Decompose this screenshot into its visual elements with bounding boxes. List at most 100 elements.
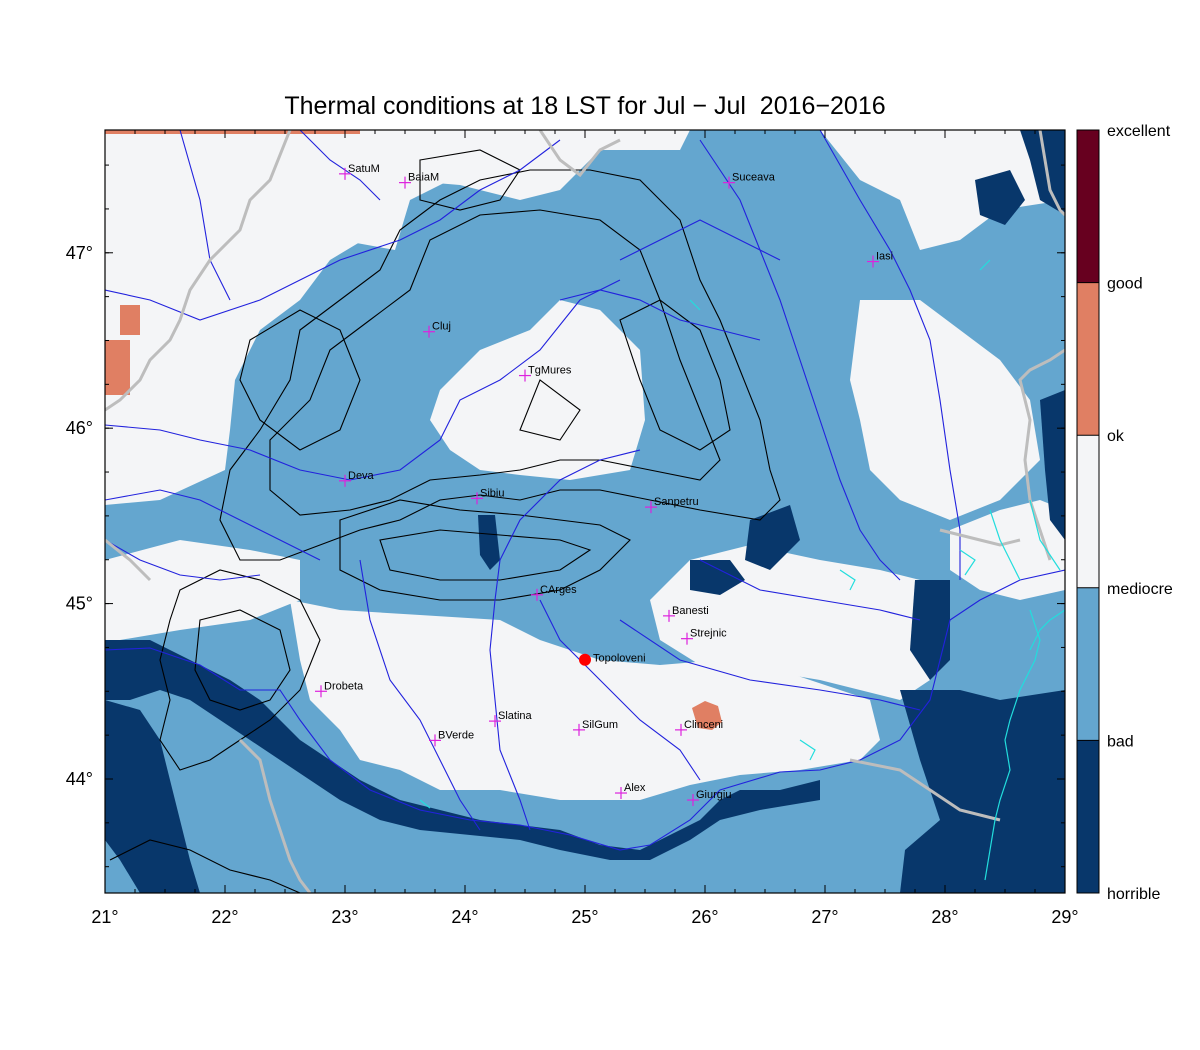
station-cluj: Cluj bbox=[423, 321, 451, 338]
station-label: SatuM bbox=[348, 163, 380, 175]
highlight-station: Topoloveni bbox=[579, 653, 646, 666]
station-label: Drobeta bbox=[324, 680, 364, 692]
station-label: Alex bbox=[624, 782, 646, 794]
legend: excellent good ok mediocre bad horrible bbox=[1076, 123, 1173, 903]
contour-east-carpathian bbox=[619, 299, 731, 451]
coast-black-sea bbox=[1029, 609, 1065, 651]
station-drobeta: Drobeta bbox=[315, 680, 364, 698]
lat-tick-label: 44° bbox=[66, 769, 93, 789]
border-northeast bbox=[1038, 130, 1065, 217]
lon-tick-label: 27° bbox=[811, 907, 838, 927]
coast-lake-4 bbox=[689, 299, 701, 311]
station-label: Strejnic bbox=[690, 628, 727, 640]
legend-bin-ok bbox=[1077, 435, 1099, 588]
lon-tick-label: 28° bbox=[931, 907, 958, 927]
contour-center-ridge bbox=[519, 379, 581, 441]
station-carges: CArges bbox=[531, 584, 577, 601]
station-suceava: Suceava bbox=[723, 172, 776, 189]
station-deva: Deva bbox=[339, 470, 375, 487]
ok-zone-west-2 bbox=[120, 305, 140, 335]
lat-tick-label: 47° bbox=[66, 243, 93, 263]
mediocre-zone-northwest-upper bbox=[105, 130, 480, 480]
legend-bin-excellent bbox=[1077, 130, 1099, 283]
station-strejnic: Strejnic bbox=[681, 628, 727, 645]
legend-bin-bad bbox=[1077, 740, 1099, 893]
border-bulgaria-east bbox=[849, 758, 1001, 822]
river-buzau bbox=[699, 559, 921, 621]
river-ialomita bbox=[619, 619, 921, 711]
station-slatina: Slatina bbox=[489, 710, 533, 728]
coast-lake-6 bbox=[419, 799, 431, 809]
lat-tick-label: 45° bbox=[66, 594, 93, 614]
station-label: Cluj bbox=[432, 321, 451, 333]
mediocre-zone-moldavia-mid bbox=[850, 300, 1040, 520]
river-crisul bbox=[105, 489, 321, 561]
map-title: Thermal conditions at 18 LST for Jul − J… bbox=[284, 92, 886, 120]
river-moldova bbox=[619, 219, 781, 261]
station-label: Deva bbox=[348, 470, 375, 482]
border-west bbox=[105, 130, 292, 412]
border-serbia bbox=[238, 738, 312, 893]
horrible-zone-carpathian-3 bbox=[745, 505, 800, 570]
legend-label: good bbox=[1107, 276, 1143, 293]
ok-zone-clinceni bbox=[692, 701, 722, 730]
station-label: CArges bbox=[540, 584, 577, 596]
station-label: Sanpetru bbox=[654, 496, 699, 508]
longitude-labels: 21° 22° 23° 24° 25° 26° 27° 28° 29° bbox=[91, 907, 1078, 927]
station-silgum: SilGum bbox=[573, 719, 618, 736]
contour-carpathian-outer bbox=[219, 169, 781, 561]
horrible-zone-north-border bbox=[1020, 130, 1065, 215]
river-prut bbox=[819, 130, 961, 580]
horrible-zone-danube-delta bbox=[900, 690, 1065, 893]
stations: SatuM BaiaM Suceava Iasi Cluj TgMures Deva Sibi… bbox=[315, 163, 893, 807]
station-banesti: Banesti bbox=[663, 605, 709, 622]
contour-fagaras-inner bbox=[379, 529, 592, 581]
horrible-zone-carpathian-1 bbox=[478, 515, 500, 570]
station-bverde: BVerde bbox=[429, 729, 474, 747]
lon-tick-label: 26° bbox=[691, 907, 718, 927]
station-label: Suceava bbox=[732, 172, 776, 184]
legend-label: horrible bbox=[1107, 886, 1160, 903]
station-sanpetru: Sanpetru bbox=[645, 496, 699, 514]
lon-tick-label: 23° bbox=[331, 907, 358, 927]
contour-apuseni bbox=[239, 309, 361, 451]
coast-lake-3 bbox=[799, 739, 816, 761]
lon-tick-label: 21° bbox=[91, 907, 118, 927]
station-satum: SatuM bbox=[339, 163, 380, 180]
river-tisza bbox=[179, 130, 231, 301]
highlight-marker bbox=[579, 653, 591, 666]
station-iasi: Iasi bbox=[867, 251, 893, 268]
river-mures bbox=[105, 279, 621, 481]
contour-west-hills bbox=[109, 839, 301, 893]
highlight-label: Topoloveni bbox=[593, 653, 646, 665]
border-moldova-east bbox=[1018, 348, 1065, 561]
horrible-zone-east-border bbox=[910, 580, 950, 680]
river-olt bbox=[489, 449, 641, 831]
station-label: Clinceni bbox=[684, 719, 723, 731]
horrible-zone-carpathian-2 bbox=[690, 560, 745, 595]
river-jiu bbox=[359, 559, 481, 831]
station-sibiu: Sibiu bbox=[471, 487, 504, 505]
station-label: Banesti bbox=[672, 605, 709, 617]
station-label: Iasi bbox=[876, 251, 893, 263]
lon-tick-label: 29° bbox=[1051, 907, 1078, 927]
border-southwest bbox=[105, 538, 152, 582]
lon-tick-label: 24° bbox=[451, 907, 478, 927]
contour-southern-core bbox=[194, 609, 291, 711]
station-alex: Alex bbox=[615, 782, 646, 800]
coast-lake-1 bbox=[959, 549, 976, 576]
map-area bbox=[105, 130, 1065, 893]
legend-label: mediocre bbox=[1107, 581, 1173, 598]
river-timis bbox=[105, 539, 261, 581]
lat-tick-label: 46° bbox=[66, 418, 93, 438]
border-north bbox=[538, 130, 621, 178]
latitude-labels: 44° 45° 46° 47° bbox=[66, 243, 93, 789]
horrible-zone-moldavia-right bbox=[1040, 390, 1065, 540]
station-label: BVerde bbox=[438, 729, 474, 741]
river-arges bbox=[539, 599, 701, 781]
station-label: Slatina bbox=[498, 710, 533, 722]
coast-lake-2 bbox=[839, 569, 856, 591]
contour-fagaras bbox=[339, 499, 631, 601]
legend-label: excellent bbox=[1107, 123, 1171, 140]
